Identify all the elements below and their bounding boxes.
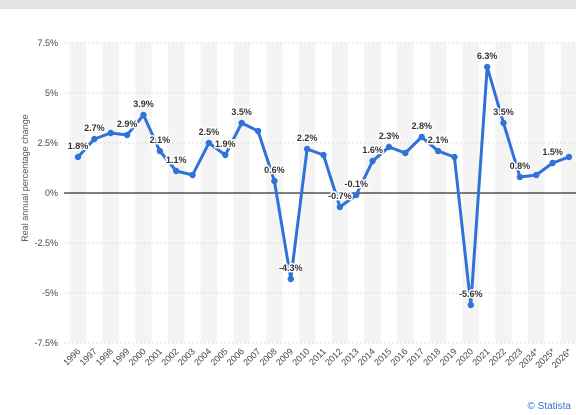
data-point[interactable]: [385, 143, 393, 151]
data-point[interactable]: [238, 119, 245, 127]
x-tick-label: 2003: [176, 346, 197, 367]
data-point[interactable]: [451, 153, 458, 161]
data-points: [74, 63, 573, 309]
data-point[interactable]: [173, 167, 180, 175]
x-axis-ticks: 1996199719981999200020012002200320042005…: [61, 346, 574, 370]
data-point[interactable]: [271, 177, 278, 185]
data-point[interactable]: [287, 275, 294, 283]
data-label: 2.1%: [428, 135, 449, 145]
y-tick-label: -7.5%: [34, 338, 58, 348]
data-label: -4.3%: [279, 263, 303, 273]
top-bar: [0, 0, 576, 9]
y-tick-label: 5%: [45, 88, 58, 98]
y-tick-label: 0%: [45, 188, 58, 198]
data-label: 2.1%: [150, 135, 171, 145]
y-tick-label: 7.5%: [37, 38, 58, 48]
data-label: 2.8%: [411, 121, 432, 131]
data-point[interactable]: [565, 153, 573, 161]
x-tick-label: 2016: [389, 346, 410, 367]
data-label: 3.5%: [493, 107, 514, 117]
data-label: 1.1%: [166, 155, 187, 165]
statista-credit[interactable]: © Statista: [527, 401, 572, 412]
data-label: 2.9%: [117, 119, 138, 129]
y-tick-label: -2.5%: [34, 238, 58, 248]
data-point[interactable]: [107, 129, 114, 137]
data-point[interactable]: [533, 171, 540, 179]
data-point[interactable]: [303, 145, 311, 153]
data-label: -0.7%: [328, 191, 352, 201]
data-point[interactable]: [222, 151, 229, 159]
data-label: 3.5%: [231, 107, 252, 117]
data-label: -0.1%: [344, 179, 368, 189]
data-point[interactable]: [336, 203, 344, 211]
y-axis-label: Real annual percentage change: [20, 114, 30, 242]
data-label: 2.5%: [199, 127, 220, 137]
x-tick-label: 2002: [159, 346, 180, 367]
data-label: 2.2%: [297, 133, 318, 143]
data-label: -5.6%: [459, 289, 483, 299]
data-point[interactable]: [156, 147, 164, 155]
data-point[interactable]: [483, 63, 491, 71]
x-tick-label: 2015: [372, 346, 393, 367]
data-point[interactable]: [320, 151, 327, 159]
data-point[interactable]: [402, 149, 409, 157]
x-tick-label: 2000: [127, 346, 148, 367]
x-tick-label: 2010: [290, 346, 311, 367]
x-tick-label: 2026*: [550, 346, 574, 370]
data-label: 0.8%: [510, 161, 531, 171]
data-point[interactable]: [418, 133, 425, 141]
data-point[interactable]: [369, 157, 376, 165]
data-label: 0.6%: [264, 165, 285, 175]
data-point[interactable]: [74, 153, 82, 161]
data-point[interactable]: [205, 139, 213, 147]
data-labels: 1.8% 2.7% 2.9% 3.9% 2.1% 1.1% 2.5% 1.9% 3.5% 0.6%…: [66, 50, 564, 301]
x-tick-label: 1997: [78, 346, 99, 367]
data-point[interactable]: [500, 119, 507, 127]
data-label: 6.3%: [477, 51, 498, 61]
data-point[interactable]: [516, 173, 524, 181]
x-tick-label: 2019: [438, 346, 459, 367]
x-tick-label: 2018: [421, 346, 442, 367]
x-tick-label: 2007: [241, 346, 262, 367]
x-tick-label: 2008: [258, 346, 279, 367]
x-tick-label: 2014: [356, 346, 377, 367]
data-label: 2.3%: [379, 131, 400, 141]
x-tick-label: 2017: [405, 346, 426, 367]
x-tick-label: 2021: [470, 346, 491, 367]
data-label: 1.9%: [215, 139, 236, 149]
x-tick-label: 2022: [487, 346, 508, 367]
data-point[interactable]: [91, 135, 98, 143]
data-point[interactable]: [189, 171, 196, 179]
data-point[interactable]: [254, 127, 262, 135]
gridlines: [64, 42, 576, 344]
x-tick-label: 1996: [61, 346, 82, 367]
data-point[interactable]: [353, 191, 360, 199]
data-label: 1.6%: [362, 145, 383, 155]
x-tick-label: 2001: [143, 346, 164, 367]
x-tick-label: 1998: [94, 346, 115, 367]
data-label: 1.5%: [542, 147, 563, 157]
data-point[interactable]: [123, 131, 131, 139]
data-point[interactable]: [434, 147, 442, 155]
data-label: 2.7%: [84, 123, 105, 133]
x-tick-label: 2011: [307, 346, 328, 367]
data-label: 3.9%: [133, 99, 154, 109]
x-tick-label: 2013: [339, 346, 360, 367]
x-tick-label: 2012: [323, 346, 344, 367]
x-tick-label: 2006: [225, 346, 246, 367]
x-tick-label: 1999: [110, 346, 131, 367]
x-tick-label: 2004: [192, 346, 213, 367]
x-tick-label: 2009: [274, 346, 295, 367]
data-point[interactable]: [549, 159, 556, 167]
y-tick-label: -5%: [42, 288, 58, 298]
y-axis-ticks: 7.5% 5% 2.5% 0% -2.5% -5% -7.5%: [34, 38, 58, 348]
x-tick-label: 2020: [454, 346, 475, 367]
data-point[interactable]: [140, 111, 147, 119]
x-tick-label: 2005: [208, 346, 229, 367]
data-label: 1.8%: [68, 141, 89, 151]
y-tick-label: 2.5%: [37, 138, 58, 148]
data-point[interactable]: [467, 301, 474, 309]
